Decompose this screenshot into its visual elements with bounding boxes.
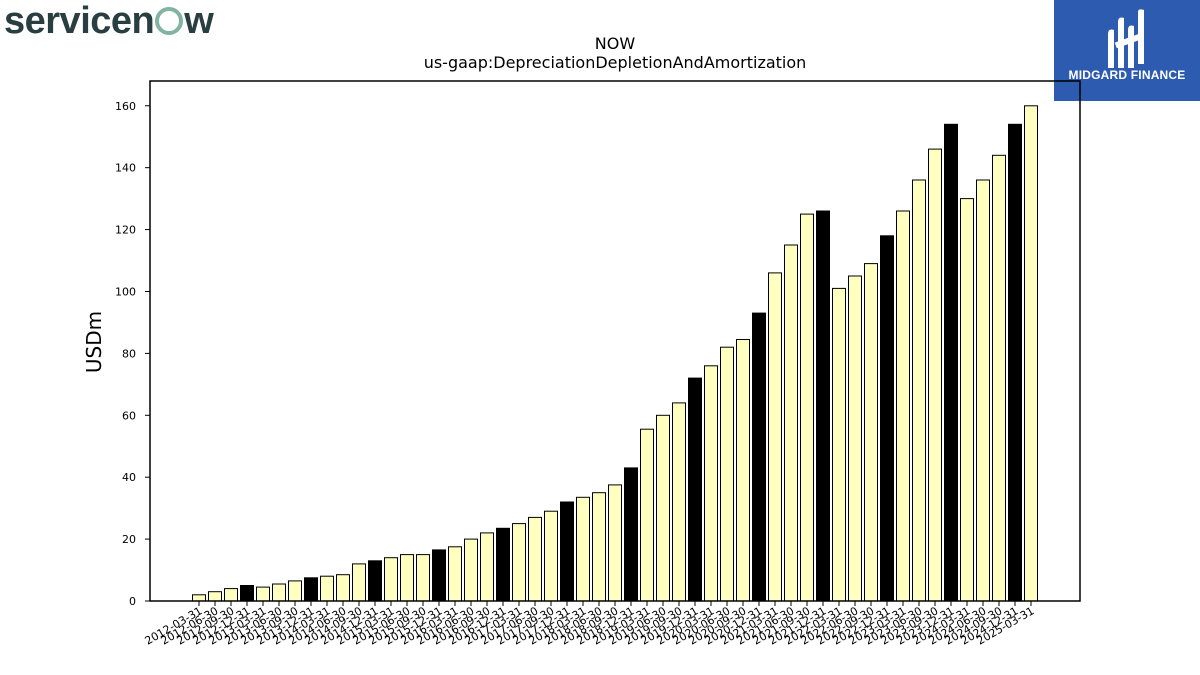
bar-2024-03-31 <box>960 198 974 602</box>
y-tick-label: 40 <box>122 471 136 484</box>
bar-2016-12-31 <box>496 527 510 602</box>
bar-2013-09-30 <box>288 580 302 602</box>
bar-2020-03-31 <box>704 365 718 602</box>
badge-label: MIDGARD FINANCE <box>1068 68 1186 82</box>
bar-2025-03-31 <box>1024 105 1038 602</box>
bar-2023-09-30 <box>928 148 942 602</box>
y-tick-label: 120 <box>115 224 136 237</box>
bar-2021-03-31 <box>768 272 782 602</box>
bar-2019-09-30 <box>672 402 686 602</box>
bar-2015-09-30 <box>416 554 430 602</box>
y-tick-label: 140 <box>115 162 136 175</box>
bar-2014-09-30 <box>352 563 366 602</box>
bar-2024-09-30 <box>992 154 1006 602</box>
bar-2022-12-31 <box>880 235 894 602</box>
logo-text-left: servicen <box>4 0 155 42</box>
bar-2019-06-30 <box>656 414 670 602</box>
chart-title: NOW <box>595 34 636 53</box>
bar-2017-06-30 <box>528 516 542 602</box>
x-axis: 2012-03-312012-06-302012-09-302012-12-31… <box>143 601 1037 648</box>
y-tick-label: 0 <box>129 595 136 608</box>
chart-subtitle: us-gaap:DepreciationDepletionAndAmortiza… <box>424 53 807 72</box>
midgard-finance-badge: MIDGARD FINANCE <box>1054 0 1200 101</box>
bar-2021-09-30 <box>800 213 814 602</box>
plot-frame <box>149 80 1081 602</box>
bar-2012-06-30 <box>208 591 222 602</box>
bar-2016-03-31 <box>448 546 462 602</box>
bar-2017-09-30 <box>544 510 558 602</box>
y-tick-label: 20 <box>122 533 136 546</box>
y-axis-label: USDm <box>82 311 106 373</box>
bar-2015-03-31 <box>384 557 398 602</box>
bar-2020-12-31 <box>752 312 766 602</box>
bar-2023-03-31 <box>896 210 910 602</box>
bar-2023-06-30 <box>912 179 926 602</box>
y-axis: 0 20 40 60 80 100 120 140 160 <box>115 100 150 608</box>
bar-2015-12-31 <box>432 549 446 602</box>
bar-2023-12-31 <box>944 123 958 602</box>
logo-o-ring <box>155 7 184 35</box>
bar-2014-12-31 <box>368 560 382 602</box>
bar-2024-12-31 <box>1008 123 1022 602</box>
bar-2017-03-31 <box>512 523 526 602</box>
bar-2018-09-30 <box>608 484 622 602</box>
bar-2014-06-30 <box>336 574 350 602</box>
bar-2013-03-31 <box>256 586 270 602</box>
bar-2012-12-31 <box>240 585 254 602</box>
bar-2013-06-30 <box>272 583 286 602</box>
bar-2021-06-30 <box>784 244 798 602</box>
bar-2016-09-30 <box>480 532 494 602</box>
bar-2014-03-31 <box>320 575 334 602</box>
y-tick-label: 100 <box>115 285 136 298</box>
bar-2020-09-30 <box>736 339 750 602</box>
bar-2012-03-31 <box>192 594 206 602</box>
logo-text-right: w <box>184 0 214 42</box>
bar-2018-12-31 <box>624 467 638 602</box>
bars-group <box>192 105 1038 602</box>
bar-2019-03-31 <box>640 428 654 602</box>
bar-2024-06-30 <box>976 179 990 602</box>
y-tick-label: 160 <box>115 100 136 113</box>
bar-2015-06-30 <box>400 554 414 602</box>
y-tick-label: 80 <box>122 347 136 360</box>
bar-2021-12-31 <box>816 210 830 602</box>
bar-2017-12-31 <box>560 501 574 602</box>
servicenow-logo: servicen w <box>4 0 214 42</box>
bar-2013-12-31 <box>304 577 318 602</box>
bar-2022-06-30 <box>848 275 862 602</box>
bar-2012-09-30 <box>224 588 238 602</box>
bar-2022-03-31 <box>832 287 846 602</box>
bar-2019-12-31 <box>688 377 702 602</box>
bar-2022-09-30 <box>864 263 878 602</box>
y-tick-label: 60 <box>122 409 136 422</box>
midgard-mark-icon <box>1108 9 1144 68</box>
bar-2016-06-30 <box>464 538 478 602</box>
bar-2018-03-31 <box>576 496 590 602</box>
bar-2020-06-30 <box>720 346 734 602</box>
bar-2018-06-30 <box>592 492 606 602</box>
